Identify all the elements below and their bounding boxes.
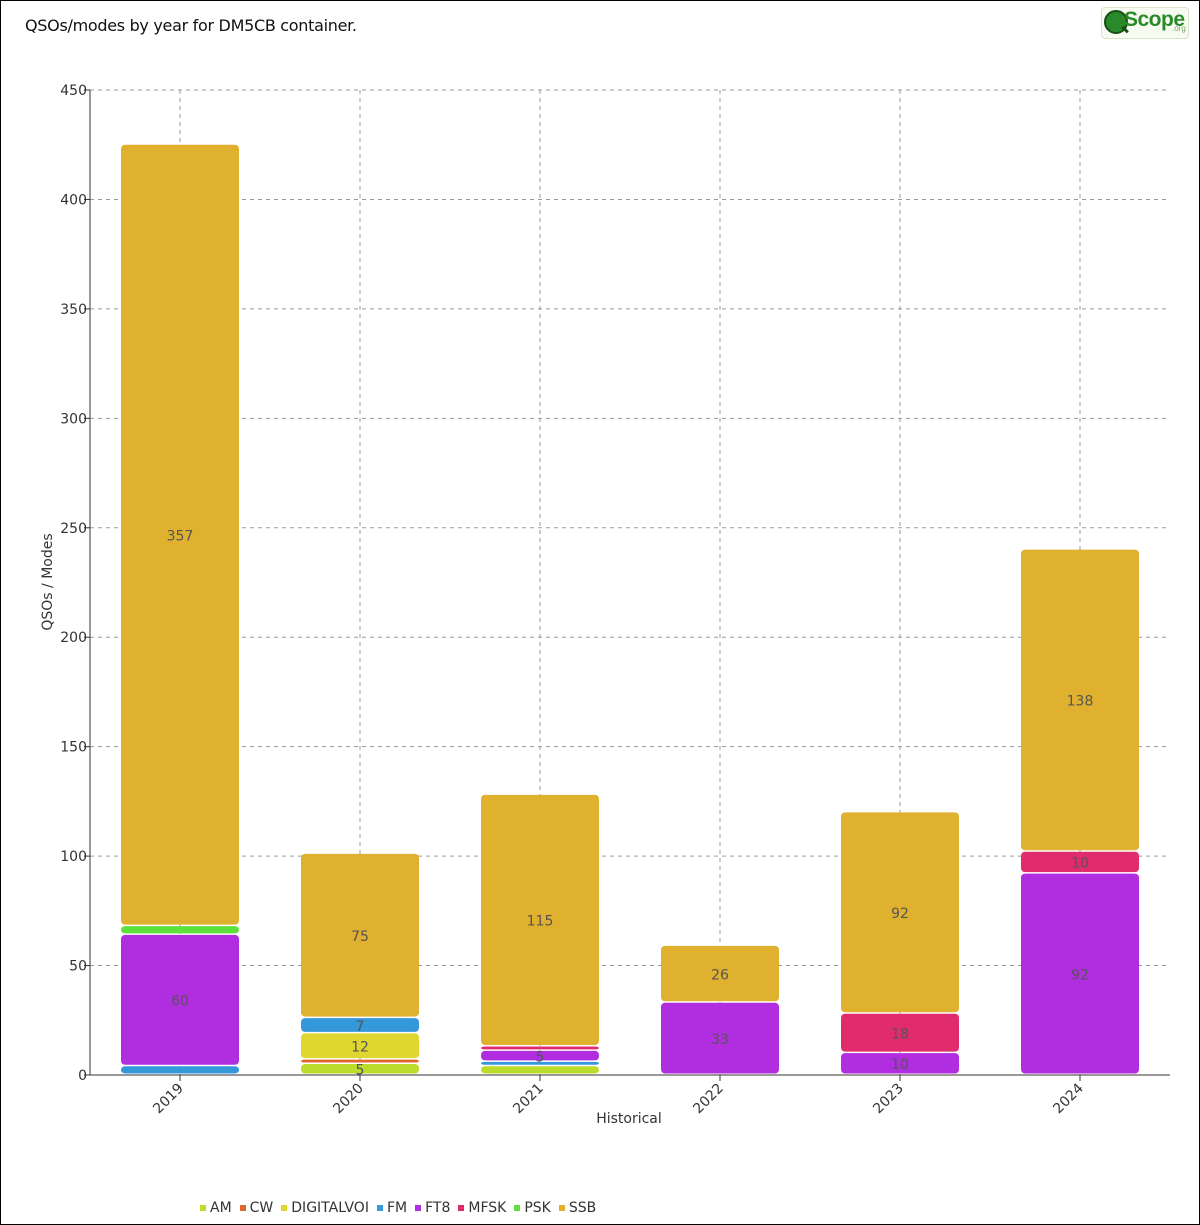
- legend-swatch: [200, 1205, 206, 1211]
- legend-label: AM: [210, 1200, 232, 1216]
- legend: AM CW DIGITALVOI FM FT8 MFSK PSK SSB: [200, 1200, 596, 1216]
- legend-item-ft8[interactable]: FT8: [415, 1200, 450, 1216]
- bars: [121, 144, 1139, 1074]
- legend-item-fm[interactable]: FM: [376, 1200, 408, 1216]
- legend-swatch: [558, 1205, 565, 1211]
- legend-item-am[interactable]: AM: [200, 1200, 232, 1216]
- y-tick-label: 150: [60, 740, 87, 756]
- legend-swatch: [415, 1205, 422, 1211]
- legend-label: CW: [249, 1200, 274, 1216]
- bar-segment-mfsk-2021[interactable]: [481, 1046, 599, 1050]
- legend-item-mfsk[interactable]: MFSK: [458, 1200, 506, 1216]
- bar-segment-ssb-2022[interactable]: [661, 945, 779, 1002]
- legend-label: PSK: [524, 1200, 551, 1216]
- legend-label: DIGITALVOI: [291, 1200, 369, 1216]
- legend-label: MFSK: [468, 1200, 507, 1216]
- data-label: 138: [1067, 694, 1094, 710]
- data-labels: 60 357 5 12 7 75 5 115 33 26 10 18 92 92 10 138: [167, 528, 1094, 1078]
- bar-segment-ft8-2022[interactable]: [661, 1002, 779, 1074]
- data-label: 10: [1071, 856, 1089, 872]
- legend-swatch: [376, 1205, 383, 1211]
- bar-segment-psk-2019[interactable]: [121, 926, 239, 934]
- bar-segment-ssb-2023[interactable]: [841, 812, 959, 1013]
- bar-segment-mfsk-2023[interactable]: [841, 1013, 959, 1052]
- y-tick-label: 100: [60, 849, 87, 865]
- logo-text: Scope: [1124, 8, 1185, 31]
- bar-segment-fm-2020[interactable]: [301, 1018, 419, 1032]
- x-tick-label: 2022: [690, 1081, 727, 1118]
- y-axis-title: QSOs / Modes: [40, 533, 56, 630]
- legend-label: SSB: [568, 1200, 597, 1216]
- bar-segment-fm-2019[interactable]: [121, 1066, 239, 1074]
- grid-lines: [90, 89, 1170, 1075]
- bar-segment-ssb-2024[interactable]: [1021, 549, 1139, 851]
- bar-segment-ft8-2023[interactable]: [841, 1053, 959, 1074]
- y-tick-label: 0: [78, 1068, 87, 1084]
- bar-segment-ft8-2019[interactable]: [121, 934, 239, 1065]
- data-label: 26: [711, 967, 729, 983]
- bar-segment-fm-2021[interactable]: [481, 1061, 599, 1065]
- data-label: 10: [891, 1057, 909, 1073]
- legend-swatch: [514, 1205, 521, 1211]
- legend-swatch: [281, 1205, 288, 1211]
- bar-segment-ssb-2020[interactable]: [301, 853, 419, 1017]
- bar-segment-am-2020[interactable]: [301, 1064, 419, 1074]
- y-tick-label: 450: [60, 83, 87, 99]
- data-label: 5: [536, 1049, 545, 1065]
- y-tick-label: 300: [60, 411, 87, 427]
- x-tick-label: 2019: [150, 1081, 187, 1118]
- logo-subtext: .org: [1172, 24, 1186, 33]
- bar-segment-ft8-2021[interactable]: [481, 1050, 599, 1061]
- y-tick-label: 200: [60, 630, 87, 646]
- legend-label: FM: [386, 1200, 408, 1216]
- bar-segment-mfsk-2024[interactable]: [1021, 851, 1139, 873]
- y-tick-label: 250: [60, 521, 87, 537]
- bar-segment-ssb-2019[interactable]: [121, 144, 239, 925]
- x-tick-label: 2024: [1050, 1080, 1087, 1117]
- x-tick-label: 2020: [330, 1081, 367, 1118]
- data-label: 5: [356, 1063, 365, 1079]
- chart-title: QSOs/modes by year for DM5CB container.: [25, 16, 357, 35]
- data-label: 92: [891, 906, 909, 922]
- data-label: 75: [351, 929, 369, 945]
- data-label: 92: [1071, 967, 1089, 983]
- y-tick-label: 400: [60, 192, 87, 208]
- bar-segment-am-2021[interactable]: [481, 1066, 599, 1074]
- x-tick-label: 2023: [870, 1081, 907, 1118]
- legend-label: FT8: [425, 1200, 451, 1216]
- y-tick-label: 50: [69, 959, 87, 975]
- data-label: 12: [351, 1040, 369, 1056]
- x-axis-title: Historical: [596, 1111, 662, 1127]
- y-tick-label: 350: [60, 302, 87, 318]
- bar-segment-cw-2020[interactable]: [301, 1059, 419, 1063]
- legend-item-cw[interactable]: CW: [239, 1200, 274, 1216]
- data-label: 115: [527, 914, 554, 930]
- legend-swatch: [239, 1205, 246, 1211]
- data-label: 60: [171, 994, 189, 1010]
- data-label: 357: [167, 528, 194, 544]
- data-label: 18: [891, 1026, 909, 1042]
- legend-item-digitalvoi[interactable]: DIGITALVOI: [281, 1200, 369, 1216]
- bar-segment-ssb-2021[interactable]: [481, 794, 599, 1046]
- x-tick-label: 2021: [510, 1081, 547, 1118]
- legend-swatch: [458, 1205, 465, 1211]
- data-label: 33: [711, 1032, 729, 1048]
- bar-segment-digitalvoi-2020[interactable]: [301, 1033, 419, 1059]
- data-label: 7: [356, 1019, 365, 1035]
- qscope-logo[interactable]: Scope .org: [1101, 7, 1189, 39]
- bar-segment-ft8-2024[interactable]: [1021, 873, 1139, 1074]
- legend-item-ssb[interactable]: SSB: [558, 1200, 597, 1216]
- legend-item-psk[interactable]: PSK: [514, 1200, 551, 1216]
